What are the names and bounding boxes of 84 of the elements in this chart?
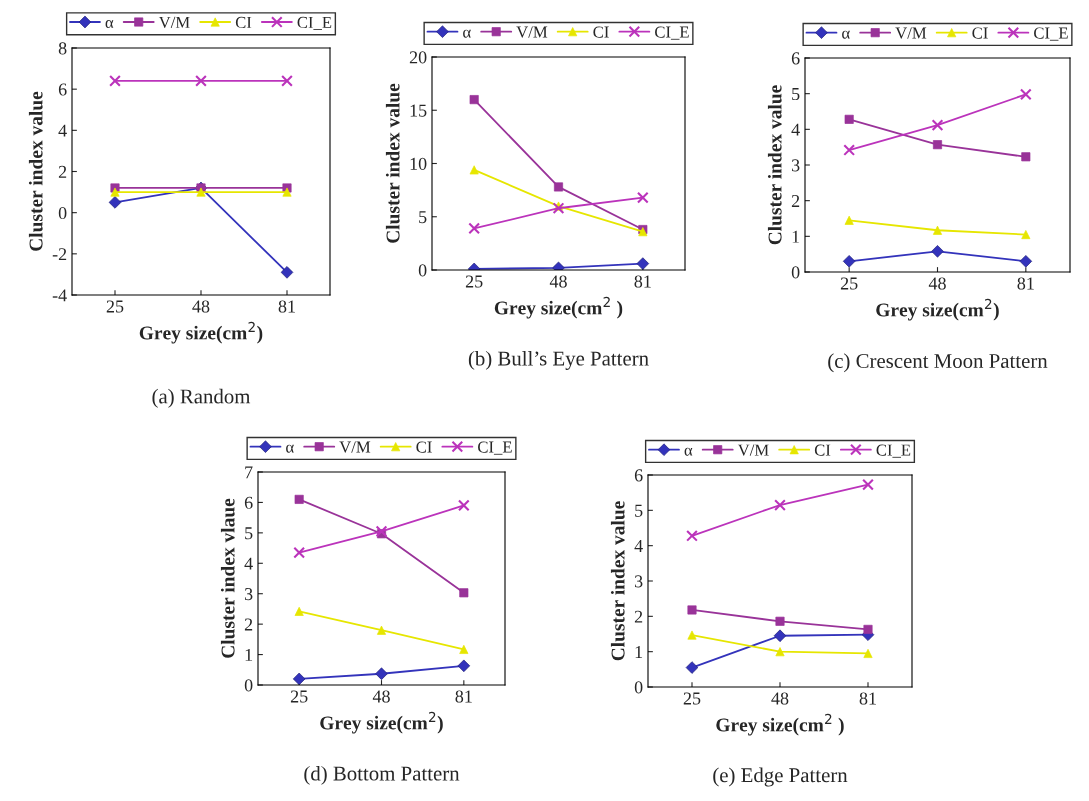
x-tick-label: 25 — [465, 275, 483, 288]
y-tick-label: 0 — [791, 266, 800, 279]
y-axis-title: Cluster index value — [28, 91, 43, 251]
y-tick-label: 10 — [410, 157, 427, 170]
x-axis-title: Grey size(cm$^{2}$ ) — [716, 713, 844, 736]
y-tick-label: 8 — [58, 42, 67, 55]
legend-label: α — [463, 29, 471, 38]
text: (a) Random — [152, 388, 251, 408]
x-tick-label: 81 — [278, 300, 295, 313]
y-tick-label: 0 — [418, 264, 427, 277]
x-axis-title: Grey size(cm$^{2}$) — [876, 298, 999, 321]
text: (d) Bottom Pattern — [304, 765, 460, 785]
y-tick-label: 0 — [244, 679, 253, 692]
x-tick-label: 81 — [634, 275, 651, 288]
x-tick-label: 25 — [106, 300, 124, 313]
y-tick-label: 0 — [58, 206, 67, 220]
x-tick-label: 81 — [455, 690, 472, 703]
y-tick-label: 7 — [245, 466, 253, 479]
y-tick-label: 4 — [58, 124, 67, 137]
y-tick-label: 2 — [634, 610, 643, 623]
legend-label: V/M — [516, 26, 548, 38]
y-tick-label: 20 — [409, 51, 427, 64]
legend-label: α — [684, 447, 693, 456]
legend-label: CI — [235, 16, 252, 29]
legend-label: CI_E — [876, 444, 911, 458]
legend-label: α — [286, 444, 294, 453]
y-axis-title: Cluster index value — [610, 501, 625, 661]
y-tick-label: 6 — [244, 496, 253, 509]
legend-label: CI — [814, 444, 831, 456]
legend-label: V/M — [895, 27, 927, 39]
y-tick-label: 2 — [791, 194, 800, 207]
legend-label: V/M — [737, 444, 769, 456]
legend-label: V/M — [339, 441, 371, 453]
y-tick-label: -2 — [52, 248, 67, 261]
x-axis-title: Grey size(cm$^{2}$ ) — [494, 296, 623, 319]
x-axis-title: Grey size(cm$^{2}$) — [320, 711, 443, 734]
y-tick-label: 15 — [410, 104, 427, 117]
y-axis-title: Cluster index value — [767, 85, 782, 245]
y-axis-title: Cluster index vlaue — [220, 498, 235, 658]
y-tick-label: 3 — [244, 588, 253, 601]
y-tick-label: 6 — [58, 83, 67, 96]
legend-label: CI — [593, 26, 609, 38]
y-tick-label: 1 — [635, 646, 643, 658]
legend-label: CI — [416, 441, 432, 453]
x-tick-label: 48 — [771, 692, 789, 705]
y-tick-label: 6 — [791, 52, 800, 65]
legend-label: CI_E — [1034, 27, 1068, 41]
y-tick-label: 4 — [634, 540, 643, 552]
y-tick-label: 2 — [244, 618, 253, 631]
x-tick-label: 48 — [192, 300, 210, 313]
legend-label: CI_E — [478, 441, 512, 455]
y-tick-label: 1 — [792, 230, 800, 243]
y-axis-title: Cluster index value — [385, 83, 400, 243]
text: (e) Edge Pattern — [713, 767, 848, 787]
y-tick-label: 5 — [419, 211, 427, 224]
y-tick-label: 1 — [245, 648, 253, 661]
legend-label: CI_E — [655, 26, 689, 40]
x-axis-title: Grey size(cm$^{2}$) — [139, 321, 263, 344]
text: (b) Bull’s Eye Pattern — [468, 350, 649, 370]
legend-label: α — [105, 19, 114, 29]
y-tick-label: 5 — [792, 88, 800, 101]
y-tick-label: 2 — [58, 165, 67, 178]
y-tick-label: 5 — [245, 527, 253, 540]
y-tick-label: 3 — [634, 575, 643, 588]
y-tick-label: 3 — [791, 159, 800, 172]
y-tick-label: 4 — [244, 557, 253, 570]
text: (c) Crescent Moon Pattern — [828, 353, 1048, 373]
legend-label: α — [842, 30, 850, 39]
x-tick-label: 48 — [372, 690, 390, 703]
legend-label: V/M — [158, 16, 190, 29]
x-tick-label: 25 — [290, 690, 308, 703]
legend-label: CI — [972, 27, 988, 39]
legend-label: CI_E — [297, 16, 332, 30]
x-tick-label: 25 — [683, 692, 701, 705]
x-tick-label: 48 — [549, 275, 567, 288]
y-tick-label: 5 — [635, 504, 643, 517]
x-tick-label: 81 — [859, 692, 876, 705]
x-tick-label: 81 — [1017, 277, 1034, 290]
x-tick-label: 25 — [840, 277, 858, 290]
y-tick-label: 0 — [634, 681, 643, 694]
x-tick-label: 48 — [928, 277, 946, 290]
y-tick-label: 6 — [634, 469, 643, 482]
y-tick-label: -4 — [52, 289, 67, 302]
y-tick-label: 4 — [791, 123, 800, 136]
